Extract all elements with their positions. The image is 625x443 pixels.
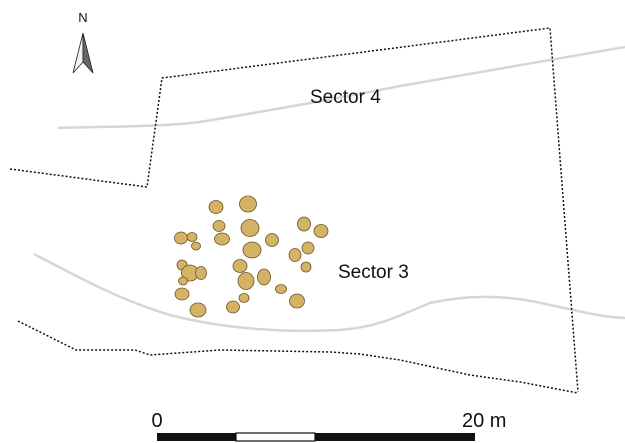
pit [289,293,305,309]
scale-start-label: 0 [151,410,162,432]
pit [313,224,329,238]
pit [265,233,279,247]
scale-end-label: 20 m [462,410,506,432]
scale-bar-segment-black [315,433,475,441]
pit [257,268,271,286]
pit [301,241,315,255]
pit [195,266,207,280]
contour-line-lower [33,252,625,333]
sector-3-label: Sector 3 [338,262,409,283]
contour-line-upper [57,45,625,130]
pit [297,216,311,232]
pit [237,272,255,290]
pit [174,231,188,245]
pit [232,259,248,273]
sector-boundary [9,27,579,393]
scale-bar-segment-black [157,433,236,441]
pit [191,241,201,251]
pit [288,248,302,262]
excavation-edge [17,320,579,394]
pit [189,302,207,318]
pit [226,300,240,314]
sector-4-label: Sector 4 [310,87,381,108]
pit [212,220,226,232]
pit [240,219,260,237]
north-arrow-icon [72,32,94,74]
pit [178,276,188,286]
pit [208,200,224,214]
pit [275,284,287,294]
pit [214,232,230,246]
scale-bar [157,432,475,442]
scale-bar-segment-white [235,432,316,442]
pit [238,293,250,303]
pit [239,195,257,213]
pit [174,287,190,301]
pit-cluster [174,195,329,318]
pit [300,261,312,273]
north-label: N [78,10,87,25]
pit [186,232,198,242]
pit [242,241,262,259]
